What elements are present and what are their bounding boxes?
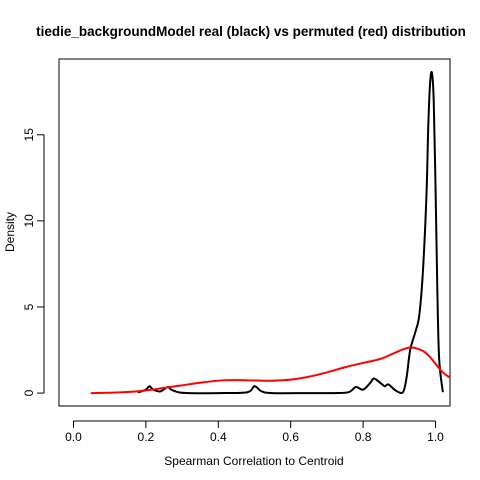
x-axis: 0.0 0.2 0.4 0.6 0.8 1.0 <box>65 420 444 444</box>
plot-frame <box>58 58 451 407</box>
series-layer <box>90 70 450 395</box>
x-tick-label: 1.0 <box>427 430 444 444</box>
x-tick-label: 0.0 <box>65 430 82 444</box>
x-tick-label: 0.2 <box>138 430 155 444</box>
y-tick-label: 0 <box>22 389 36 396</box>
real-density-line <box>137 70 444 395</box>
chart-title: tiedie_backgroundModel real (black) vs p… <box>36 24 466 39</box>
y-tick-label: 15 <box>22 128 36 142</box>
y-axis-label: Density <box>3 212 17 252</box>
y-axis: 0 5 10 15 <box>22 128 45 396</box>
y-tick-label: 10 <box>22 214 36 228</box>
x-tick-label: 0.8 <box>355 430 372 444</box>
x-tick-label: 0.6 <box>282 430 299 444</box>
x-axis-label: Spearman Correlation to Centroid <box>164 454 343 468</box>
x-tick-label: 0.4 <box>210 430 227 444</box>
y-tick-label: 5 <box>22 303 36 310</box>
permuted-density-line <box>90 346 450 395</box>
